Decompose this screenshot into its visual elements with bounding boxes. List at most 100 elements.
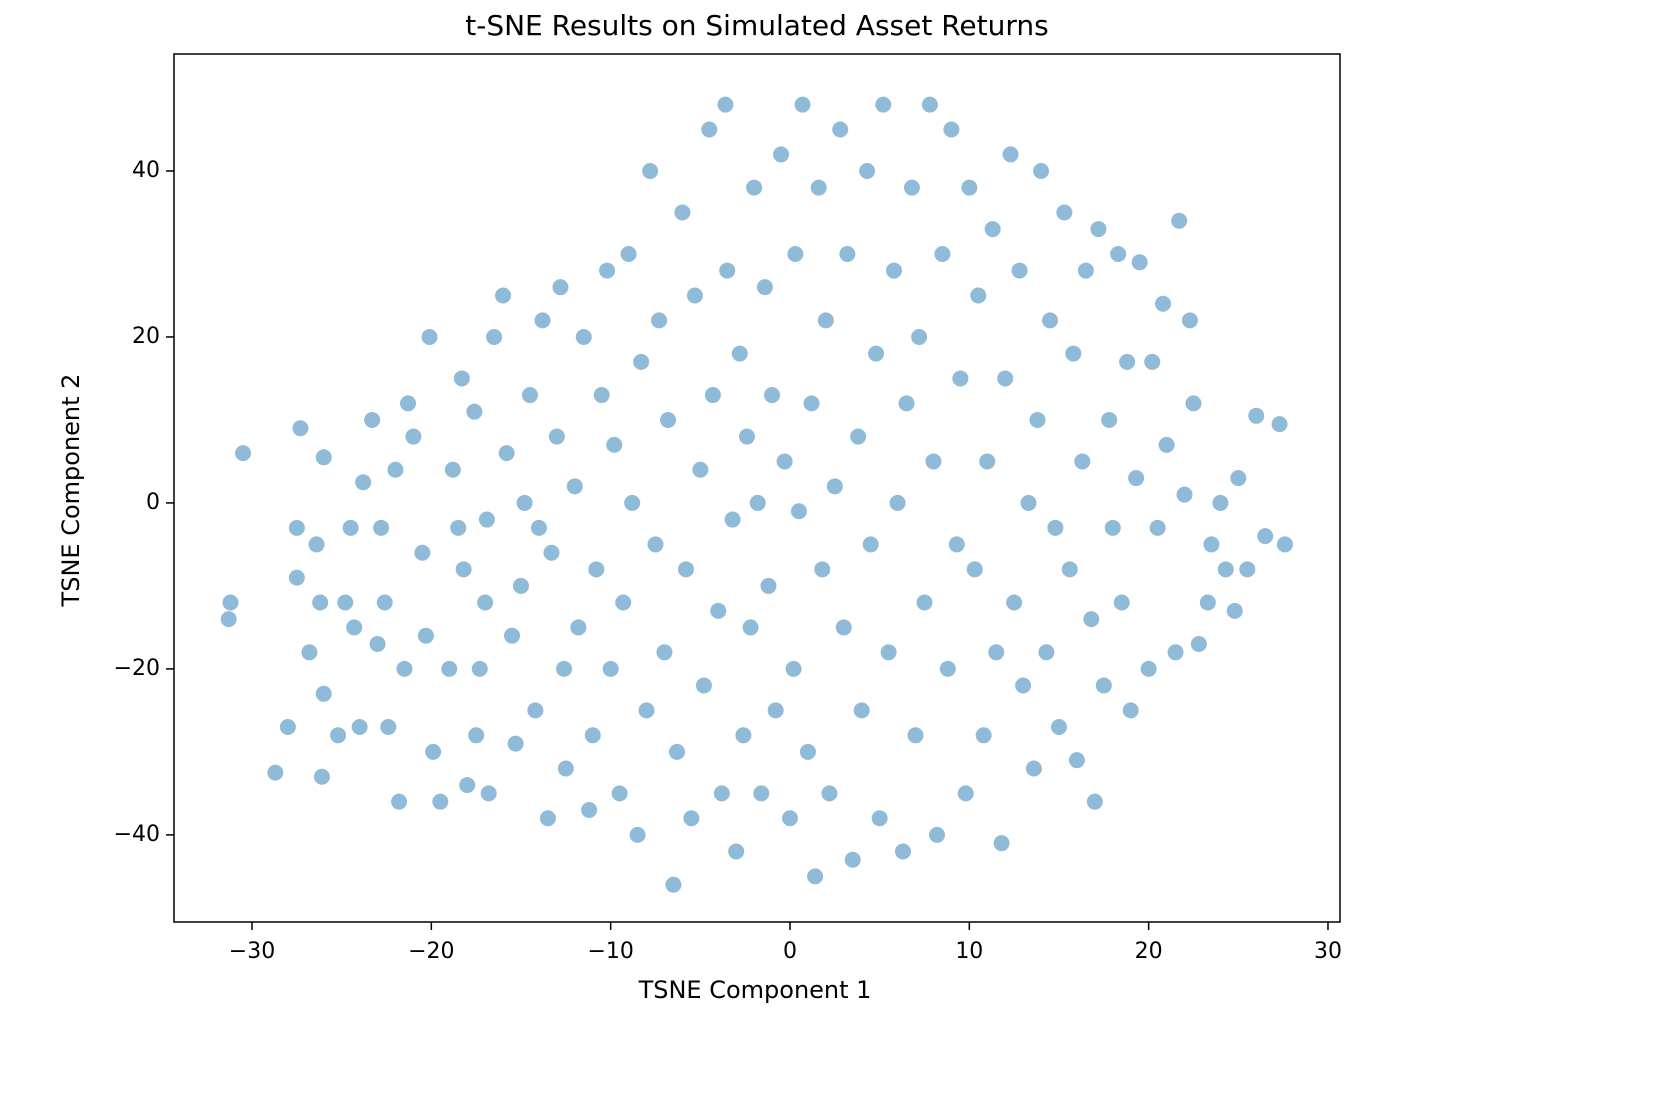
point	[814, 561, 831, 578]
plot-frame	[173, 53, 1341, 923]
point	[453, 370, 470, 387]
point	[459, 777, 476, 794]
point	[405, 428, 422, 445]
point	[364, 411, 381, 428]
point	[471, 660, 488, 677]
x-tick-label: −30	[229, 939, 275, 964]
point	[351, 718, 368, 735]
point	[220, 611, 237, 628]
point	[1144, 353, 1161, 370]
point	[929, 826, 946, 843]
point	[1212, 494, 1229, 511]
point	[677, 561, 694, 578]
point	[235, 445, 252, 462]
point	[624, 494, 641, 511]
point	[552, 279, 569, 296]
point	[948, 536, 965, 553]
point	[1068, 752, 1085, 769]
point	[1176, 486, 1193, 503]
point	[1185, 395, 1202, 412]
point	[710, 602, 727, 619]
point	[1171, 212, 1188, 229]
point	[1065, 345, 1082, 362]
point	[417, 627, 434, 644]
y-tick-label: −20	[114, 656, 160, 681]
point	[593, 387, 610, 404]
y-tick-label: 20	[132, 324, 160, 349]
point	[1077, 262, 1094, 279]
x-tick-label: −10	[587, 939, 633, 964]
point	[421, 328, 438, 345]
point	[674, 204, 691, 221]
point	[1230, 470, 1247, 487]
point	[1029, 411, 1046, 428]
point	[835, 619, 852, 636]
point	[1038, 644, 1055, 661]
point	[376, 594, 393, 611]
point	[432, 793, 449, 810]
point	[279, 718, 296, 735]
point	[832, 121, 849, 138]
y-tick-label: 0	[146, 490, 160, 515]
point	[875, 96, 892, 113]
point	[570, 619, 587, 636]
point	[979, 453, 996, 470]
point	[611, 785, 628, 802]
point	[665, 876, 682, 893]
point	[790, 503, 807, 520]
point	[355, 474, 372, 491]
point	[728, 843, 745, 860]
point	[414, 544, 431, 561]
point	[346, 619, 363, 636]
point	[629, 826, 646, 843]
point	[396, 660, 413, 677]
point	[1203, 536, 1220, 553]
point	[850, 428, 867, 445]
point	[507, 735, 524, 752]
point	[889, 494, 906, 511]
point	[894, 843, 911, 860]
point	[731, 345, 748, 362]
point	[764, 387, 781, 404]
point	[781, 810, 798, 827]
point	[1128, 470, 1145, 487]
point	[1155, 295, 1172, 312]
point	[1276, 536, 1293, 553]
point	[638, 702, 655, 719]
point	[704, 387, 721, 404]
point	[934, 245, 951, 262]
point	[1086, 793, 1103, 810]
point	[794, 96, 811, 113]
point	[521, 387, 538, 404]
point	[342, 519, 359, 536]
point	[717, 96, 734, 113]
point	[1131, 254, 1148, 271]
point	[916, 594, 933, 611]
point	[1074, 453, 1091, 470]
point	[921, 96, 938, 113]
point	[970, 287, 987, 304]
point	[1104, 519, 1121, 536]
point	[943, 121, 960, 138]
point	[871, 810, 888, 827]
point	[1158, 436, 1175, 453]
point	[292, 420, 309, 437]
point	[516, 494, 533, 511]
point	[651, 312, 668, 329]
point	[1042, 312, 1059, 329]
point	[787, 245, 804, 262]
point	[308, 536, 325, 553]
point	[839, 245, 856, 262]
point	[686, 287, 703, 304]
point	[975, 727, 992, 744]
point	[1090, 221, 1107, 238]
point	[602, 660, 619, 677]
point	[312, 594, 329, 611]
point	[315, 685, 332, 702]
point	[785, 660, 802, 677]
point	[862, 536, 879, 553]
point	[1047, 519, 1064, 536]
point	[615, 594, 632, 611]
point	[313, 768, 330, 785]
